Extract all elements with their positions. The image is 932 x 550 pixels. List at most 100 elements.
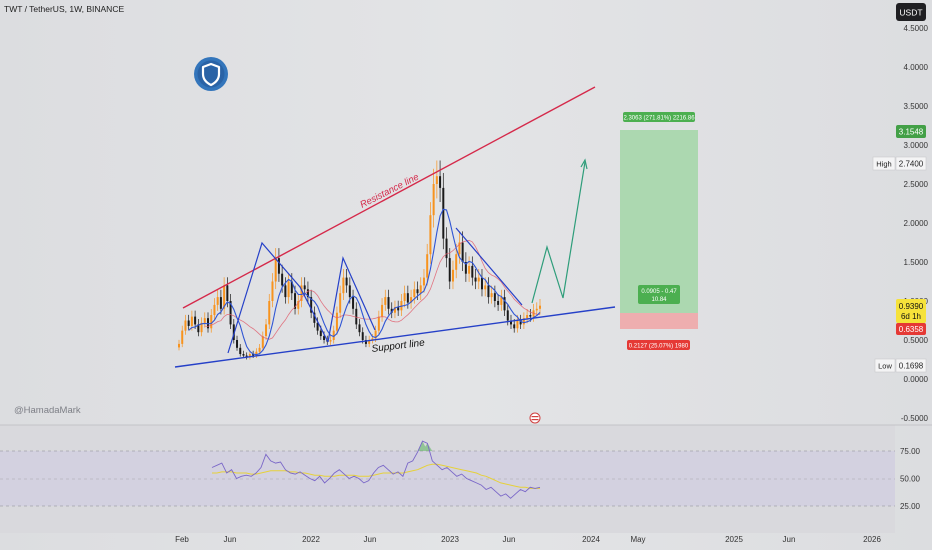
candle-body <box>281 273 284 286</box>
candle-body <box>381 304 384 317</box>
candle-body <box>203 318 206 323</box>
time-tick-label: Jun <box>503 535 516 544</box>
candle-body <box>451 269 454 282</box>
candle-body <box>265 324 268 337</box>
currency-button[interactable]: USDT <box>896 3 926 21</box>
candle-body <box>368 340 371 344</box>
stop-label: 0.2127 (25.07%) 1980 <box>627 340 690 350</box>
candle-body <box>503 297 506 311</box>
candle-body <box>406 293 409 303</box>
candle-body <box>413 289 416 298</box>
resistance-line <box>182 86 596 309</box>
candle-body <box>310 297 313 313</box>
candle-body <box>484 285 487 290</box>
rsi-band <box>0 451 895 506</box>
candle-body <box>300 285 303 301</box>
candle-body <box>258 347 261 352</box>
candle-body <box>284 285 287 298</box>
candle-body <box>229 301 232 325</box>
candle-body <box>252 354 255 356</box>
candle-body <box>455 254 458 270</box>
candle-body <box>187 320 190 326</box>
candle-body <box>448 258 451 282</box>
candle-body <box>516 320 519 329</box>
svg-text:0.2127 (25.07%) 1980: 0.2127 (25.07%) 1980 <box>629 344 689 350</box>
time-tick-label: Jun <box>364 535 377 544</box>
svg-text:0.0905 - 0.47: 0.0905 - 0.47 <box>641 289 677 295</box>
candle-body <box>352 297 355 309</box>
candles <box>178 160 541 360</box>
candle-body <box>194 316 197 325</box>
candle-body <box>332 330 335 340</box>
candle-body <box>248 354 251 358</box>
candle-body <box>493 293 496 301</box>
rsi-tick-label: 25.00 <box>900 502 921 511</box>
candle-body <box>419 285 422 294</box>
candle-body <box>435 176 438 184</box>
candle-body <box>239 347 242 355</box>
trust-wallet-shield-icon <box>194 57 228 91</box>
candle-body <box>178 343 180 348</box>
candle-body <box>207 318 210 329</box>
candle-body <box>245 355 248 358</box>
low-badge: Low 0.1698 <box>874 358 927 373</box>
candle-body <box>274 258 277 282</box>
candle-body <box>403 293 406 301</box>
price-tick-label: 0.5000 <box>904 336 929 345</box>
candle-body <box>287 281 290 298</box>
candle-body <box>390 308 393 313</box>
us-flag-event-icon[interactable] <box>529 412 541 424</box>
candle-body <box>313 312 316 323</box>
price-tick-label: 3.0000 <box>904 141 929 150</box>
high-badge: High 2.7400 <box>872 156 927 171</box>
candle-body <box>526 315 529 319</box>
candle-body <box>184 320 187 331</box>
candle-body <box>294 293 297 309</box>
pattern-line-3 <box>455 227 523 306</box>
candle-body <box>519 320 522 325</box>
candle-body <box>468 265 471 274</box>
rsi-ma-line <box>212 463 540 489</box>
candle-body <box>506 310 509 321</box>
candle-body <box>348 285 351 298</box>
candle-body <box>509 320 512 325</box>
candle-body <box>490 293 493 298</box>
time-tick-label: 2023 <box>441 535 459 544</box>
candle-body <box>268 301 271 325</box>
candle-body <box>393 307 396 313</box>
chart-title: TWT / TetherUS, 1W, BINANCE <box>4 4 124 14</box>
candle-body <box>410 297 413 303</box>
svg-text:3.1548: 3.1548 <box>899 128 924 137</box>
candle-body <box>355 308 358 325</box>
candle-body <box>422 277 425 286</box>
svg-text:2.3063 (271.81%) 2216.86: 2.3063 (271.81%) 2216.86 <box>623 116 695 122</box>
candle-body <box>416 289 419 294</box>
candle-body <box>522 318 525 325</box>
candle-body <box>480 277 483 290</box>
candle-body <box>219 297 222 309</box>
svg-text:2.7400: 2.7400 <box>899 160 924 169</box>
candle-body <box>190 316 193 326</box>
time-tick-label: 2026 <box>863 535 881 544</box>
candle-body <box>223 285 226 309</box>
candle-body <box>290 281 293 294</box>
price-tick-label: -0.5000 <box>901 414 929 423</box>
projected-path <box>531 158 588 304</box>
rsi-tick-label: 75.00 <box>900 447 921 456</box>
price-tick-label: 2.5000 <box>904 180 929 189</box>
candle-body <box>500 297 503 305</box>
target-price-badge: 3.1548 <box>896 125 926 138</box>
candle-body <box>464 262 467 274</box>
time-tick-label: May <box>630 535 645 544</box>
candle-body <box>361 332 364 340</box>
ma-fast-line <box>188 208 541 356</box>
price-tick-label: 4.5000 <box>904 24 929 33</box>
pattern-line-2 <box>327 255 376 343</box>
time-tick-label: Jun <box>224 535 237 544</box>
candle-body <box>316 322 319 331</box>
candle-body <box>535 308 538 311</box>
candle-body <box>442 187 445 239</box>
candle-body <box>242 354 245 356</box>
candle-body <box>197 324 200 333</box>
